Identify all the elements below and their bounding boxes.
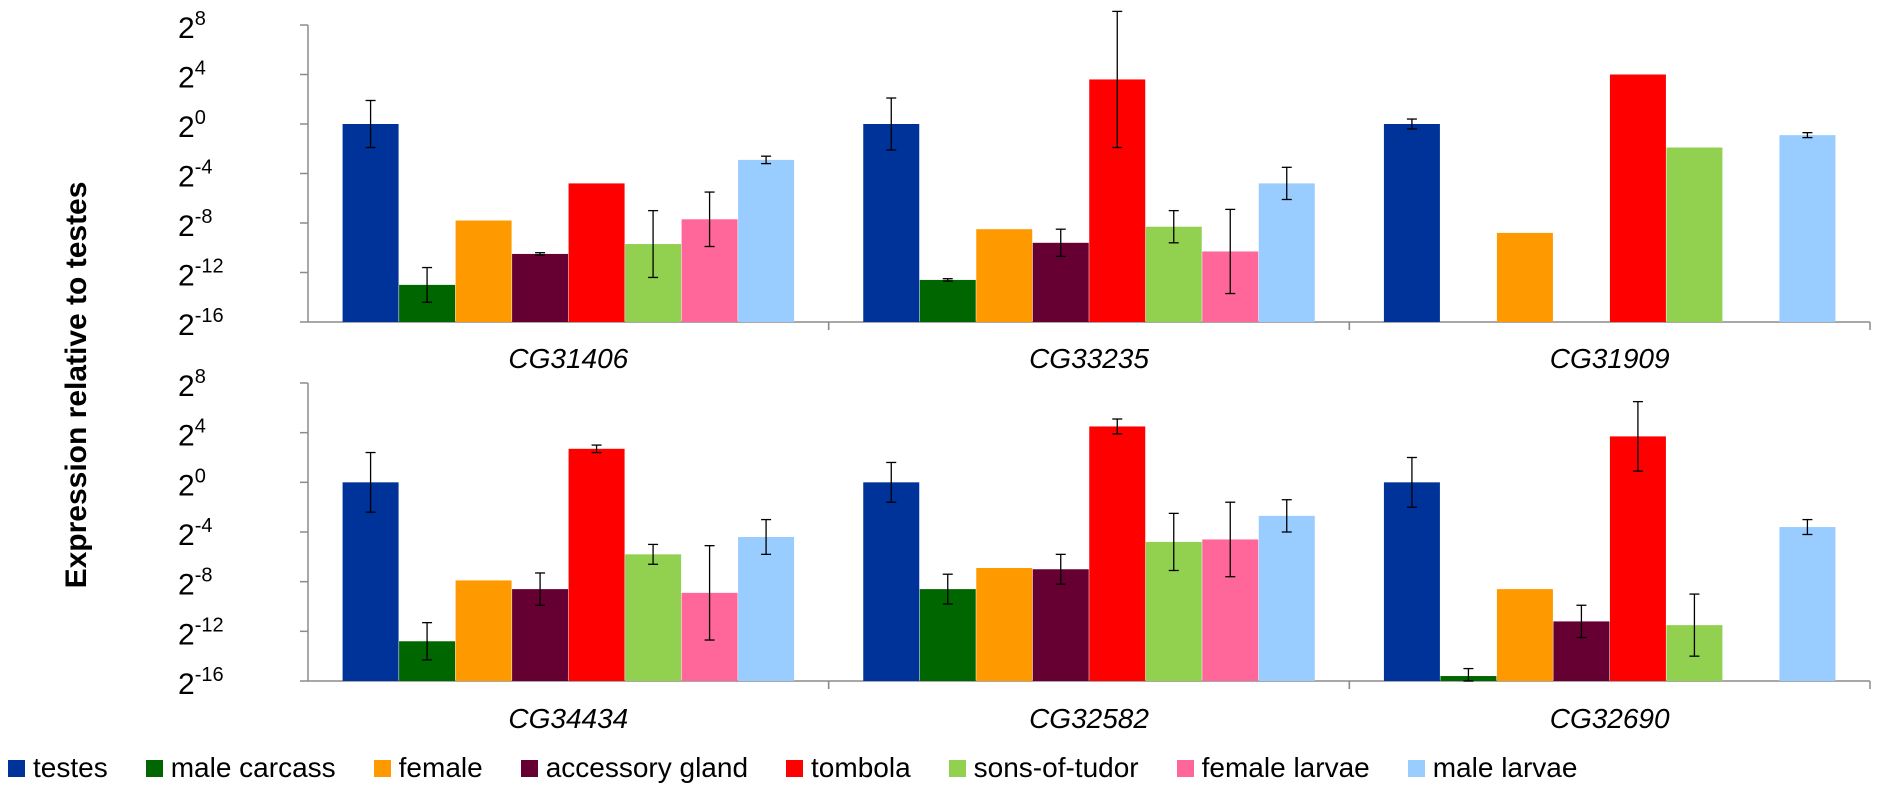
legend-label: female larvae bbox=[1201, 752, 1370, 783]
chart-panel: 28 24 20 2-4 2-8 2-12 2-16 CG31406 CG33235 CG3190… bbox=[178, 8, 1871, 374]
gene-label: CG33235 bbox=[1029, 343, 1149, 374]
gene-label: CG31909 bbox=[1550, 343, 1670, 374]
bar-male-larvae bbox=[738, 159, 795, 322]
legend-swatch bbox=[145, 759, 163, 777]
y-tick-label: 24 bbox=[178, 58, 206, 95]
bar-male-carcass bbox=[919, 279, 976, 322]
legend-swatch bbox=[520, 759, 538, 777]
bar-female bbox=[455, 220, 512, 322]
legend: testes male carcass female accessory gland t… bbox=[8, 746, 1888, 790]
bar-male-larvae bbox=[1779, 135, 1836, 322]
bar-male-larvae bbox=[1258, 183, 1315, 322]
bar-male-larvae bbox=[1258, 515, 1315, 681]
legend-label: testes bbox=[33, 752, 108, 783]
y-tick-label: 2-8 bbox=[178, 565, 212, 602]
y-axis-label: Expression relative to testes bbox=[60, 182, 93, 589]
bar-testes bbox=[1383, 124, 1440, 322]
bar-tombola bbox=[1609, 74, 1666, 322]
y-tick-label: 20 bbox=[178, 107, 206, 144]
legend-label: tombola bbox=[811, 752, 911, 783]
legend-swatch bbox=[786, 759, 804, 777]
chart: Expression relative to testes 2824202-42… bbox=[60, 8, 1871, 734]
legend-item: sons-of-tudor bbox=[948, 752, 1139, 784]
bar-male-larvae bbox=[1779, 527, 1836, 681]
y-tick-label: 2-4 bbox=[178, 157, 212, 194]
legend-item: female bbox=[373, 752, 483, 784]
legend-label: male larvae bbox=[1432, 752, 1578, 783]
legend-swatch bbox=[1407, 759, 1425, 777]
bar-testes bbox=[863, 124, 920, 322]
y-tick-label: 28 bbox=[178, 366, 206, 403]
y-tick-label: 24 bbox=[178, 416, 206, 453]
legend-swatch bbox=[373, 759, 391, 777]
y-tick-label: 2-16 bbox=[178, 305, 224, 342]
bar-accessory-gland bbox=[1032, 569, 1089, 681]
bar-female bbox=[976, 568, 1033, 681]
legend-label: female bbox=[398, 752, 483, 783]
bar-tombola bbox=[568, 183, 625, 322]
bar-testes bbox=[342, 482, 399, 681]
bar-male-larvae bbox=[738, 536, 795, 681]
bar-female bbox=[976, 229, 1033, 322]
gene-label: CG32690 bbox=[1550, 703, 1670, 734]
legend-label: accessory gland bbox=[545, 752, 749, 783]
y-tick-label: 28 bbox=[178, 8, 206, 45]
legend-item: male carcass bbox=[145, 752, 336, 784]
bar-testes bbox=[863, 482, 920, 681]
legend-item: male larvae bbox=[1407, 752, 1578, 784]
bar-tombola bbox=[568, 448, 625, 681]
legend-item: accessory gland bbox=[520, 752, 749, 784]
bar-tombola bbox=[1609, 436, 1666, 681]
chart-panel: 28 24 20 2-4 2-8 2-12 2-16 CG34434 CG32582 CG3269… bbox=[178, 366, 1871, 734]
bar-sons-of-tudor bbox=[1666, 147, 1723, 322]
bar-female bbox=[1496, 232, 1553, 322]
legend-item: female larvae bbox=[1176, 752, 1370, 784]
legend-swatch bbox=[8, 759, 25, 777]
y-tick-label: 2-16 bbox=[178, 664, 224, 701]
bar-female bbox=[455, 580, 512, 681]
y-tick-label: 20 bbox=[178, 465, 206, 502]
legend-label: sons-of-tudor bbox=[973, 752, 1139, 783]
legend-label: male carcass bbox=[170, 752, 336, 783]
legend-item: testes bbox=[8, 752, 108, 784]
bar-tombola bbox=[1089, 426, 1146, 681]
bar-female bbox=[1496, 589, 1553, 681]
y-tick-label: 2-12 bbox=[178, 256, 224, 293]
gene-label: CG31406 bbox=[508, 343, 628, 374]
legend-item: tombola bbox=[786, 752, 911, 784]
gene-label: CG34434 bbox=[508, 703, 628, 734]
bar-sons-of-tudor bbox=[625, 554, 682, 681]
legend-swatch bbox=[1176, 759, 1194, 777]
bar-testes bbox=[1383, 482, 1440, 681]
bar-testes bbox=[342, 124, 399, 322]
bar-accessory-gland bbox=[512, 253, 569, 322]
gene-label: CG32582 bbox=[1029, 703, 1149, 734]
legend-swatch bbox=[948, 759, 966, 777]
y-tick-label: 2-4 bbox=[178, 515, 212, 552]
y-tick-label: 2-8 bbox=[178, 206, 212, 243]
y-tick-label: 2-12 bbox=[178, 614, 224, 651]
